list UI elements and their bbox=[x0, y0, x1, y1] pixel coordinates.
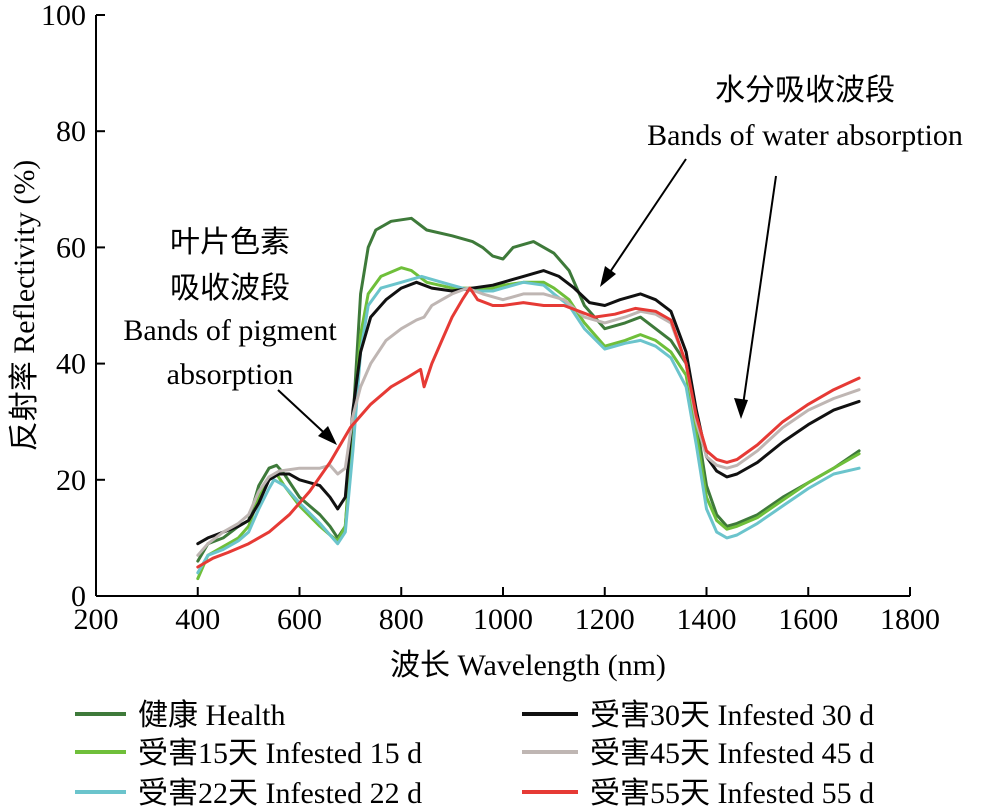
legend-item-health: 健康 Health bbox=[75, 699, 285, 732]
series-line-0 bbox=[196, 216, 861, 563]
pigment-arrow-head bbox=[318, 426, 337, 445]
axes: 0 20 40 60 80 100 200 400 600 800 1000 1200 1400 1600… bbox=[8, 0, 940, 682]
pigment-annotation: 叶片色素 吸收波段 Bands of pigment absorption bbox=[123, 226, 337, 445]
pigment-annotation-en-line2: absorption bbox=[167, 358, 294, 391]
legend-label-infested-55d: 受害55天 Infested 55 d bbox=[590, 777, 874, 810]
legend-item-infested-55d: 受害55天 Infested 55 d bbox=[522, 777, 874, 810]
pigment-annotation-zh-line2: 吸收波段 bbox=[170, 272, 290, 305]
x-tick-label: 1800 bbox=[880, 603, 940, 636]
y-tick-label: 20 bbox=[56, 464, 86, 497]
legend-label-infested-30d: 受害30天 Infested 30 d bbox=[590, 699, 874, 732]
legend-item-infested-30d: 受害30天 Infested 30 d bbox=[522, 699, 874, 732]
x-tick-label: 1200 bbox=[575, 603, 635, 636]
legend-item-infested-22d: 受害22天 Infested 22 d bbox=[75, 777, 422, 810]
y-tick-label: 60 bbox=[56, 231, 86, 264]
series-line-4 bbox=[196, 286, 861, 557]
water-arrow-2-head bbox=[734, 398, 748, 419]
x-tick-label: 1000 bbox=[473, 603, 533, 636]
legend-label-health: 健康 Health bbox=[138, 699, 285, 732]
series-line-2 bbox=[196, 274, 861, 575]
x-tick-label: 400 bbox=[175, 603, 220, 636]
legend-item-infested-45d: 受害45天 Infested 45 d bbox=[522, 737, 874, 770]
water-annotation: 水分吸收波段 Bands of water absorption bbox=[600, 74, 963, 419]
x-tick-label: 200 bbox=[74, 603, 119, 636]
y-tick-label: 80 bbox=[56, 115, 86, 148]
x-tick-label: 800 bbox=[379, 603, 424, 636]
y-tick-label: 100 bbox=[41, 0, 86, 32]
plot-area bbox=[196, 216, 861, 581]
legend-label-infested-15d: 受害15天 Infested 15 d bbox=[138, 737, 422, 770]
water-arrow-1-head bbox=[600, 266, 616, 287]
pigment-annotation-zh-line1: 叶片色素 bbox=[170, 226, 290, 259]
x-tick-label: 1400 bbox=[677, 603, 737, 636]
water-arrow-2-shaft bbox=[741, 175, 777, 413]
y-tick-label: 0 bbox=[71, 580, 86, 613]
series-line-3 bbox=[196, 269, 861, 546]
water-annotation-en: Bands of water absorption bbox=[647, 119, 963, 152]
water-arrow-1-shaft bbox=[603, 158, 687, 282]
x-tick-label: 600 bbox=[277, 603, 322, 636]
legend-item-infested-15d: 受害15天 Infested 15 d bbox=[75, 737, 422, 770]
y-axis-label: 反射率 Reflectivity (%) bbox=[8, 160, 41, 452]
legend: 健康 Health 受害15天 Infested 15 d 受害22天 Infe… bbox=[75, 699, 874, 810]
x-tick-label: 1600 bbox=[778, 603, 838, 636]
legend-label-infested-45d: 受害45天 Infested 45 d bbox=[590, 737, 874, 770]
series-line-5 bbox=[196, 286, 861, 569]
x-axis-label: 波长 Wavelength (nm) bbox=[390, 649, 666, 682]
legend-label-infested-22d: 受害22天 Infested 22 d bbox=[138, 777, 422, 810]
pigment-annotation-en-line1: Bands of pigment bbox=[123, 314, 337, 347]
water-annotation-zh: 水分吸收波段 bbox=[715, 74, 895, 107]
y-tick-label: 40 bbox=[56, 348, 86, 381]
